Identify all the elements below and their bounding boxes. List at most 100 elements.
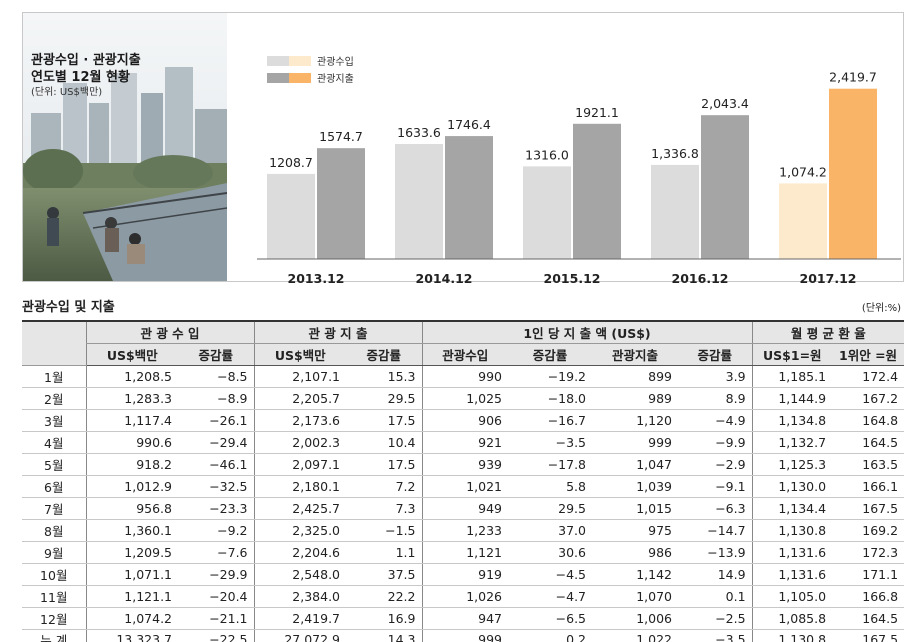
legend-label-expense: 관광지출 (317, 73, 354, 85)
table-cell: 1,074.2 (85, 607, 178, 630)
infographic-panel: 관광수입 · 관광지출 연도별 12월 현황 (단위: US$백만) 관광수입 … (22, 12, 904, 286)
table-cell: 167.2 (832, 387, 905, 410)
table-cell: 2,173.6 (253, 409, 346, 432)
table-cell: 1,070 (592, 585, 678, 608)
table-cell: 2,204.6 (253, 541, 346, 564)
bar-income-2017.12 (779, 183, 827, 259)
table-cell: 5.8 (508, 475, 592, 498)
table-cell: 2,325.0 (253, 519, 346, 542)
table-cell: 990 (421, 365, 508, 388)
bar-chart: 관광수입 관광지출 1208.7 1574.7 1633.6 1746.4 1316.0… (257, 55, 901, 286)
table-unit-note: (단위:%) (861, 303, 901, 314)
table-cell: 1,006 (592, 607, 678, 630)
legend-swatch-expense (267, 73, 289, 83)
sub-header-5: 증감률 (508, 343, 592, 366)
table-cell: 1,117.4 (85, 409, 178, 432)
table-cell: 1,125.3 (751, 453, 833, 476)
table-row: 5월 918.2 −46.1 2,097.1 17.5 939 −17.8 1,047 −2.9… (22, 453, 905, 476)
table-cell: 14.9 (678, 563, 753, 586)
table-cell: 1,185.1 (751, 365, 833, 388)
table-cell: −9.1 (678, 475, 753, 498)
row-label: 8월 (22, 519, 86, 542)
sub-header-8: US$1=원 (751, 343, 833, 366)
row-label: 누 계 (22, 629, 86, 642)
sub-header-9: 1위안 =원 (832, 343, 905, 366)
table-cell: −17.8 (508, 453, 592, 476)
table-cell: 7.3 (346, 497, 422, 520)
table-row: 12월 1,074.2 −21.1 2,419.7 16.9 947 −6.5 1,006 −2… (22, 607, 905, 630)
table-cell: 167.5 (832, 497, 905, 520)
group-header-expense: 관 광 지 출 (253, 320, 422, 344)
chart-bars: 1208.7 1574.7 1633.6 1746.4 1316.0 1921.1 1,33… (267, 70, 877, 260)
table-cell: 16.9 (346, 607, 422, 630)
bar-label-expense-2013.12: 1574.7 (319, 129, 363, 144)
table-cell: 0.1 (678, 585, 753, 608)
bar-expense-2017.12 (829, 88, 877, 260)
table-cell: 8.9 (678, 387, 753, 410)
sub-header-0: US$백만 (85, 343, 178, 366)
table-cell: 2,548.0 (253, 563, 346, 586)
table-row: 2월 1,283.3 −8.9 2,205.7 29.5 1,025 −18.0 989 8.9… (22, 387, 905, 410)
bar-label-income-2013.12: 1208.7 (269, 155, 313, 170)
table-cell: 37.0 (508, 519, 592, 542)
bar-label-expense-2016.12: 2,043.4 (701, 96, 749, 111)
table-cell: 13,323.7 (85, 629, 178, 642)
table-cell: −6.5 (508, 607, 592, 630)
table-cell: 164.5 (832, 431, 905, 454)
row-label: 11월 (22, 585, 86, 608)
sub-header-2: US$백만 (253, 343, 346, 366)
table-cell: −18.0 (508, 387, 592, 410)
row-label: 2월 (22, 387, 86, 410)
table-cell: −23.3 (178, 497, 254, 520)
group-header-income: 관 광 수 입 (85, 320, 254, 344)
table-cell: 1,120 (592, 409, 678, 432)
table-cell: 999 (421, 629, 508, 642)
table-cell: −29.4 (178, 431, 254, 454)
table-cell: −14.7 (678, 519, 753, 542)
bar-label-expense-2014.12: 1746.4 (447, 117, 491, 132)
table-sub-header-row: US$백만 증감률 US$백만 증감률 관광수입 증감률 관광지출 증감률 US$1=원 1위안 … (22, 343, 905, 366)
table-cell: 163.5 (832, 453, 905, 476)
table-cell: 169.2 (832, 519, 905, 542)
table-cell: 1,130.8 (751, 519, 833, 542)
group-header-exchange-rate: 월 평 균 환 율 (751, 320, 905, 344)
table-cell: −3.5 (678, 629, 753, 642)
table-cell: 164.5 (832, 607, 905, 630)
bar-label-expense-2017.12: 2,419.7 (829, 70, 877, 85)
table-cell: 1,039 (592, 475, 678, 498)
table-cell: 1,012.9 (85, 475, 178, 498)
table-cell: 1,085.8 (751, 607, 833, 630)
table-cell: −2.9 (678, 453, 753, 476)
table-cell: −6.3 (678, 497, 753, 520)
table-cell: 919 (421, 563, 508, 586)
chart-legend: 관광수입 관광지출 (267, 55, 354, 85)
table-cell: 3.9 (678, 365, 753, 388)
row-label: 4월 (22, 431, 86, 454)
row-label: 5월 (22, 453, 86, 476)
table-cell: 166.8 (832, 585, 905, 608)
table-cell: 939 (421, 453, 508, 476)
table-cell: −1.5 (346, 519, 422, 542)
bar-expense-2015.12 (573, 123, 621, 259)
x-tick-label-2017.12: 2017.12 (800, 271, 857, 286)
row-label: 9월 (22, 541, 86, 564)
table-cell: 1,208.5 (85, 365, 178, 388)
table-cell: 1,134.8 (751, 409, 833, 432)
table-cell: 164.8 (832, 409, 905, 432)
table-cell: 10.4 (346, 431, 422, 454)
table-cell: −9.2 (178, 519, 254, 542)
table-cell: 1,142 (592, 563, 678, 586)
table-cell: 2,180.1 (253, 475, 346, 498)
row-label: 7월 (22, 497, 86, 520)
bar-income-2016.12 (651, 164, 699, 259)
table-cell: 2,002.3 (253, 431, 346, 454)
table-cell: 1,233 (421, 519, 508, 542)
table-cell: −4.9 (678, 409, 753, 432)
table-cell: 906 (421, 409, 508, 432)
bar-label-income-2014.12: 1633.6 (397, 125, 441, 140)
table-cell: 1,283.3 (85, 387, 178, 410)
table-cell: 1,131.6 (751, 563, 833, 586)
table-row: 8월 1,360.1 −9.2 2,325.0 −1.5 1,233 37.0 975 −14.… (22, 519, 905, 542)
table-cell: 956.8 (85, 497, 178, 520)
table-row: 10월 1,071.1 −29.9 2,548.0 37.5 919 −4.5 1,142 14… (22, 563, 905, 586)
